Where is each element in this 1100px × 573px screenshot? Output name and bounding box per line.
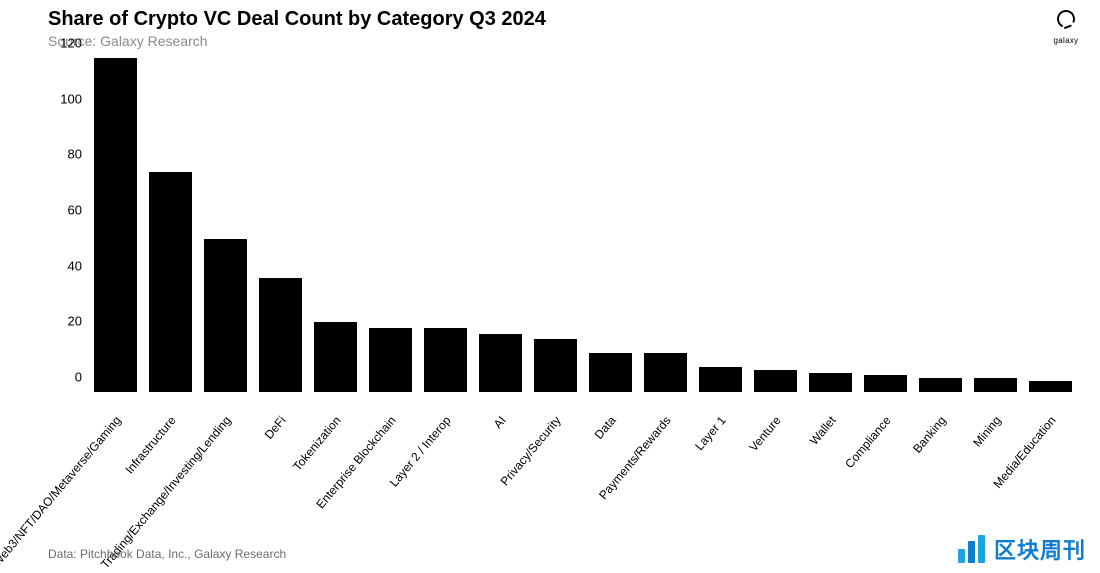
- bar-slot: [693, 58, 748, 392]
- bar-slot: [748, 58, 803, 392]
- x-tick-label: Banking: [910, 413, 949, 455]
- bar-slot: [913, 58, 968, 392]
- bar: [809, 373, 852, 392]
- bar: [204, 239, 247, 392]
- brand-logo: galaxy: [1052, 10, 1080, 48]
- bar: [589, 353, 632, 392]
- bar: [699, 367, 742, 392]
- watermark-bar: [978, 535, 985, 563]
- bar: [369, 328, 412, 392]
- bar: [1029, 381, 1072, 392]
- watermark-bars-icon: [958, 535, 988, 563]
- bar: [864, 375, 907, 392]
- chart-header: Share of Crypto VC Deal Count by Categor…: [48, 8, 1080, 49]
- chart-title: Share of Crypto VC Deal Count by Categor…: [48, 8, 1080, 31]
- x-tick-label: Infrastructure: [122, 413, 178, 476]
- watermark-bar: [958, 549, 965, 563]
- x-tick-label: Data: [591, 413, 618, 441]
- y-tick-label: 20: [48, 314, 82, 329]
- x-tick-label: Venture: [746, 413, 783, 454]
- x-tick-label: AI: [490, 413, 508, 431]
- x-tick-label: Mining: [970, 413, 1003, 449]
- brand-logo-label: galaxy: [1054, 36, 1079, 45]
- bar: [644, 353, 687, 392]
- bar-chart: 020406080100120 Web3/NFT/DAO/Metaverse/G…: [48, 58, 1078, 408]
- bar-slot: [638, 58, 693, 392]
- bar-slot: [308, 58, 363, 392]
- x-tick-label: Tokenization: [290, 413, 344, 473]
- bar-slot: [418, 58, 473, 392]
- bar: [94, 58, 137, 392]
- x-tick-label: Web3/NFT/DAO/Metaverse/Gaming: [0, 413, 123, 569]
- y-tick-label: 40: [48, 258, 82, 273]
- bar: [919, 378, 962, 392]
- bar-slot: [198, 58, 253, 392]
- bar: [534, 339, 577, 392]
- y-tick-label: 0: [48, 370, 82, 385]
- bar-slot: [253, 58, 308, 392]
- bar: [314, 322, 357, 392]
- y-tick-label: 100: [48, 91, 82, 106]
- bar-slot: [88, 58, 143, 392]
- y-tick-label: 120: [48, 36, 82, 51]
- bar-slot: [583, 58, 638, 392]
- bar-slot: [363, 58, 418, 392]
- bar: [259, 278, 302, 392]
- bar-slot: [803, 58, 858, 392]
- watermark-bar: [968, 541, 975, 563]
- chart-footer: Data: Pitchbook Data, Inc., Galaxy Resea…: [48, 547, 286, 561]
- bars-container: [88, 58, 1078, 392]
- x-tick-label: Wallet: [806, 413, 838, 447]
- bar-slot: [968, 58, 1023, 392]
- x-tick-label: Layer 1: [692, 413, 728, 453]
- x-tick-label: Compliance: [842, 413, 893, 471]
- bar: [149, 172, 192, 392]
- watermark: 区块周刊: [958, 533, 1086, 565]
- bar-slot: [528, 58, 583, 392]
- x-tick-label: Privacy/Security: [497, 413, 563, 488]
- bar-slot: [473, 58, 528, 392]
- bar: [754, 370, 797, 392]
- bar: [974, 378, 1017, 392]
- bar: [424, 328, 467, 392]
- bar-slot: [143, 58, 198, 392]
- y-tick-label: 60: [48, 203, 82, 218]
- x-tick-label: DeFi: [261, 413, 288, 441]
- bar-slot: [858, 58, 913, 392]
- plot-area: 020406080100120: [88, 58, 1078, 392]
- bar: [479, 334, 522, 392]
- galaxy-logo-icon: [1054, 7, 1077, 30]
- watermark-text: 区块周刊: [994, 533, 1086, 565]
- y-tick-label: 80: [48, 147, 82, 162]
- bar-slot: [1023, 58, 1078, 392]
- chart-subtitle: Source: Galaxy Research: [48, 33, 1080, 49]
